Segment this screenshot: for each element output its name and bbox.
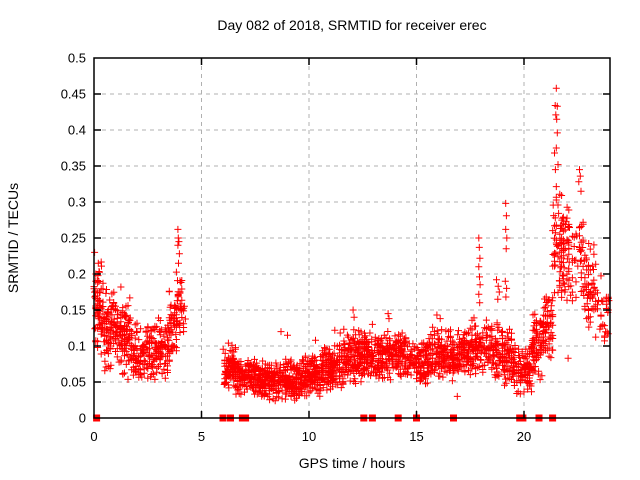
y-tick-label: 0.1 [68, 339, 86, 354]
chart-title: Day 082 of 2018, SRMTID for receiver ere… [217, 17, 486, 33]
scatter-plus-markers [90, 84, 613, 405]
x-tick-label: 0 [90, 429, 97, 444]
y-tick-label: 0.4 [68, 123, 86, 138]
y-tick-label: 0.35 [61, 159, 86, 174]
y-tick-label: 0.25 [61, 231, 86, 246]
y-tick-label: 0.45 [61, 87, 86, 102]
y-axis-label: SRMTID / TECUs [5, 183, 21, 293]
x-tick-label: 10 [302, 429, 316, 444]
tick-labels: 0 5 10 15 20 0 0.05 0.1 0.15 0.2 0.25 0.3 0.35 0.4 0.4… [61, 51, 532, 445]
plot-border [93, 57, 611, 419]
x-tick-label: 15 [409, 429, 423, 444]
axes-border [93, 57, 611, 419]
x-tick-label: 5 [198, 429, 205, 444]
y-tick-label: 0.05 [61, 375, 86, 390]
y-tick-label: 0.15 [61, 303, 86, 318]
x-tick-label: 20 [517, 429, 531, 444]
x-axis-label: GPS time / hours [299, 455, 406, 471]
data-points [90, 84, 613, 422]
y-tick-label: 0.5 [68, 51, 86, 66]
y-tick-label: 0 [79, 411, 86, 426]
y-tick-label: 0.3 [68, 195, 86, 210]
y-tick-label: 0.2 [68, 267, 86, 282]
